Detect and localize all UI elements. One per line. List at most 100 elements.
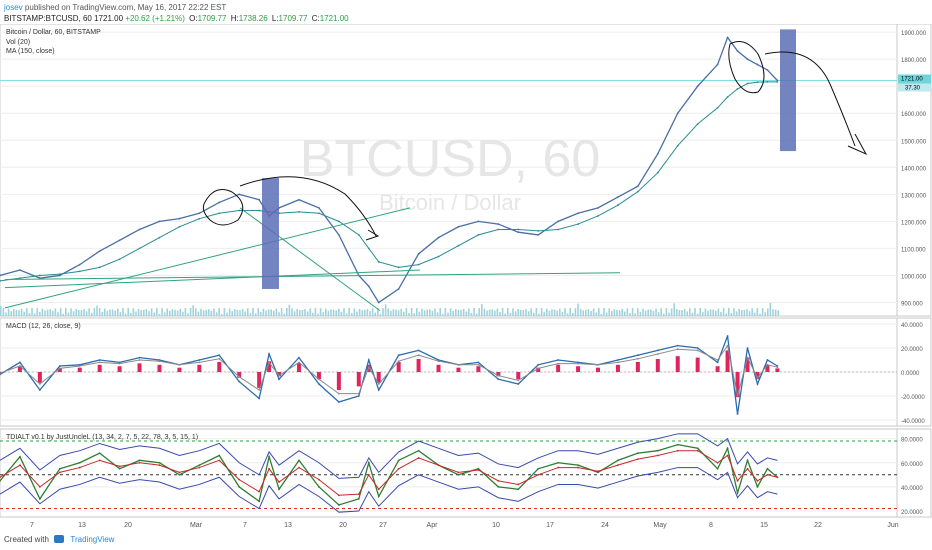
volume-bar [62, 313, 64, 316]
y-tick-label: 20.0000 [901, 510, 923, 516]
volume-bar [335, 310, 337, 316]
volume-bar [416, 308, 418, 316]
data-point [78, 270, 81, 273]
open-value: 1709.77 [197, 14, 227, 23]
volume-bar [548, 310, 551, 316]
y-tick-label: 60.0000 [901, 462, 923, 468]
data-point [138, 459, 141, 462]
volume-bar [59, 308, 62, 316]
data-point [557, 362, 560, 365]
data-point [278, 378, 280, 381]
volume-bar [57, 312, 59, 316]
data-point [367, 461, 370, 464]
volume-bar [18, 310, 20, 316]
volume-bar [527, 311, 530, 316]
volume-bar [377, 308, 379, 316]
volume-bar [722, 308, 725, 316]
volume-bar [23, 311, 25, 316]
data-point [696, 85, 699, 88]
data-point [397, 459, 400, 462]
low-label: L: [271, 14, 279, 23]
data-point [736, 491, 739, 494]
volume-bar [748, 311, 751, 316]
data-point [417, 449, 420, 452]
volume-bar [525, 309, 527, 316]
data-point [497, 228, 500, 231]
data-point [58, 467, 61, 470]
data-point [19, 277, 21, 280]
volume-bar [444, 308, 447, 316]
data-point [58, 471, 61, 474]
volume-bar [418, 311, 421, 316]
macd-histogram-bar [157, 364, 162, 372]
data-point [218, 454, 221, 457]
macd-histogram-bar [17, 366, 22, 372]
volume-bar [195, 308, 197, 316]
volume-bar [574, 308, 577, 316]
volume-bar [514, 311, 517, 316]
volume-bar [145, 309, 148, 316]
volume-bar [369, 311, 371, 316]
macd-histogram-bar [217, 361, 222, 372]
data-point [98, 359, 101, 361]
data-point [716, 467, 719, 470]
data-point [98, 250, 101, 253]
tradingview-link[interactable]: TradingView [70, 535, 115, 544]
tradingview-logo-icon [54, 535, 65, 543]
volume-bar [504, 313, 506, 316]
volume-bar [176, 310, 179, 316]
volume-bar [767, 308, 769, 316]
volume-bar [657, 312, 660, 316]
volume-bar [507, 308, 509, 316]
data-point [38, 383, 41, 385]
volume-bar [67, 312, 70, 316]
data-point [19, 464, 21, 467]
volume-bar [738, 308, 740, 316]
data-point [337, 504, 340, 506]
volume-bar [314, 308, 317, 316]
pane-macd: -40.0000 -20.0000 0.0000 20.0000 40.0000 MACD… [0, 317, 932, 427]
data-point [636, 458, 639, 461]
data-point [0, 476, 1, 479]
volume-bar [379, 313, 382, 316]
data-point [477, 233, 480, 236]
x-tick-label: 7 [30, 522, 34, 529]
volume-bar [725, 313, 727, 316]
tradingview-chart[interactable]: 900.000 1000.000 1100.000 1200.000 1300.000 1… [0, 24, 932, 534]
volume-bar [80, 310, 83, 316]
data-point [158, 464, 161, 467]
volume-bar [291, 308, 293, 316]
macd-histogram-bar [655, 359, 660, 372]
volume-bar [7, 308, 10, 316]
data-point [298, 361, 300, 364]
data-point [377, 383, 380, 385]
volume-bar [15, 309, 18, 316]
price-change: +20.62 (+1.21%) [125, 14, 185, 23]
volume-bar [119, 312, 122, 316]
volume-bar [585, 309, 587, 316]
volume-bar [603, 308, 605, 316]
data-point [726, 454, 729, 457]
volume-bar [436, 312, 439, 316]
volume-bar [637, 308, 639, 316]
data-point [716, 361, 719, 364]
hand-drawn-arrow [764, 51, 856, 147]
x-tick-label: 8 [709, 522, 713, 529]
macd-histogram-bar [675, 356, 680, 372]
data-point [577, 223, 579, 225]
x-tick-label: 7 [243, 522, 247, 529]
author-link[interactable]: josev [4, 3, 23, 12]
trendline [4, 269, 421, 289]
data-point [357, 493, 360, 495]
volume-bar [522, 309, 525, 316]
volume-bar [413, 313, 415, 316]
data-point [477, 361, 480, 364]
macd-histogram-bar [376, 372, 381, 383]
data-point [397, 266, 400, 269]
high-value: 1738.26 [238, 14, 268, 23]
volume-bar [491, 309, 493, 316]
pane-title: MACD (12, 26, close, 9) [6, 323, 81, 330]
data-point [357, 498, 360, 500]
y-tick-label: 1200.000 [901, 220, 927, 226]
